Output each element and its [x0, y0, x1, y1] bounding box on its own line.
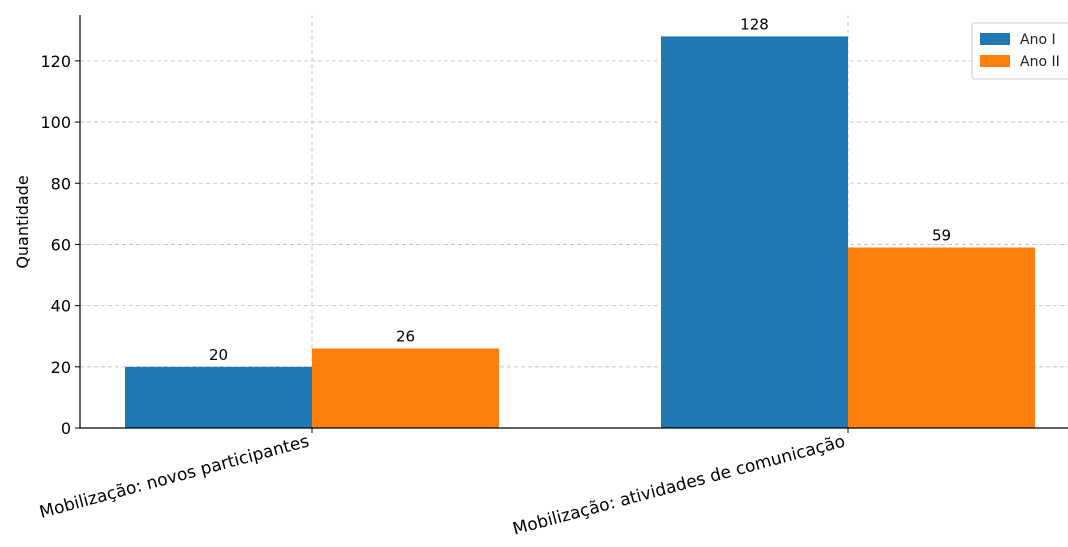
- legend-label-0: Ano I: [1020, 32, 1056, 48]
- legend-swatch-1: [980, 55, 1010, 67]
- bars: [125, 36, 1035, 428]
- y-tick-label: 120: [40, 52, 71, 71]
- y-tick-label: 0: [61, 419, 71, 438]
- y-tick-label: 60: [51, 235, 71, 254]
- bar-ano-ii-1: [848, 247, 1035, 428]
- bar-ano-i-0: [125, 366, 312, 428]
- y-tick-label: 40: [51, 297, 71, 316]
- x-tick-label: Mobilização: atividades de comunicação: [511, 432, 848, 540]
- data-label: 59: [932, 227, 951, 245]
- legend-swatch-0: [980, 33, 1010, 45]
- data-labels: 20 26 128 59: [209, 15, 951, 363]
- y-axis-label: Quantidade: [13, 175, 32, 268]
- y-tick-label: 20: [51, 358, 71, 377]
- y-tick-label: 80: [51, 174, 71, 193]
- legend: Ano I Ano II: [971, 22, 1068, 80]
- x-ticks: Mobilização: novos participantes Mobiliza…: [37, 428, 849, 540]
- y-ticks: 0 20 40 60 80 100 120: [40, 52, 80, 438]
- axes: [79, 15, 1068, 429]
- legend-label-1: Ano II: [1020, 54, 1060, 70]
- data-label: 20: [209, 346, 228, 364]
- bar-ano-ii-0: [312, 348, 499, 428]
- bar-ano-i-1: [661, 36, 848, 428]
- data-label: 128: [740, 15, 769, 33]
- x-tick-label: Mobilização: novos participantes: [37, 431, 311, 522]
- data-label: 26: [396, 327, 415, 345]
- y-tick-label: 100: [40, 113, 71, 132]
